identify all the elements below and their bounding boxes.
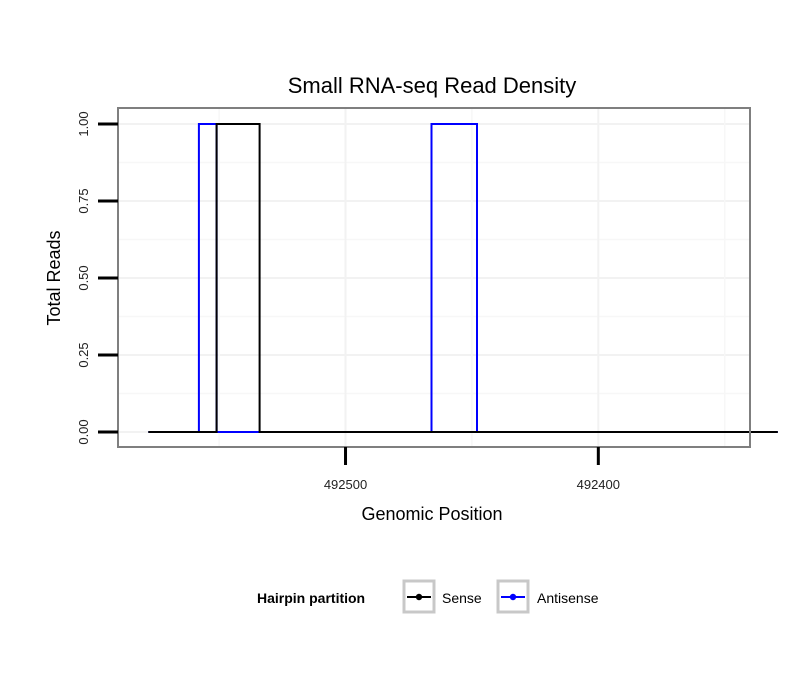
legend-marker-sense xyxy=(415,593,423,601)
y-axis-title: Total Reads xyxy=(44,230,64,325)
legend-title: Hairpin partition xyxy=(257,590,365,606)
y-tick-label: 1.00 xyxy=(76,111,91,136)
legend-item-antisense[interactable]: Antisense xyxy=(496,579,599,614)
series-group xyxy=(148,123,778,433)
legend-label-antisense: Antisense xyxy=(537,590,599,606)
y-tick-label: 0.50 xyxy=(76,265,91,290)
y-tick-label: 0.75 xyxy=(76,188,91,213)
x-axis: 492500 492400 xyxy=(324,447,620,492)
x-axis-title: Genomic Position xyxy=(361,504,502,524)
series-line-sense xyxy=(148,123,778,433)
legend: Hairpin partition Sense Antisense xyxy=(257,579,599,614)
y-tick-label: 0.00 xyxy=(76,419,91,444)
legend-label-sense: Sense xyxy=(442,590,482,606)
chart-title: Small RNA-seq Read Density xyxy=(288,73,577,98)
y-axis: 0.00 0.25 0.50 0.75 1.00 xyxy=(76,111,118,445)
x-tick-label: 492500 xyxy=(324,477,367,492)
y-tick-label: 0.25 xyxy=(76,342,91,367)
legend-item-sense[interactable]: Sense xyxy=(402,579,482,614)
legend-marker-antisense xyxy=(509,593,517,601)
x-tick-label: 492400 xyxy=(577,477,620,492)
